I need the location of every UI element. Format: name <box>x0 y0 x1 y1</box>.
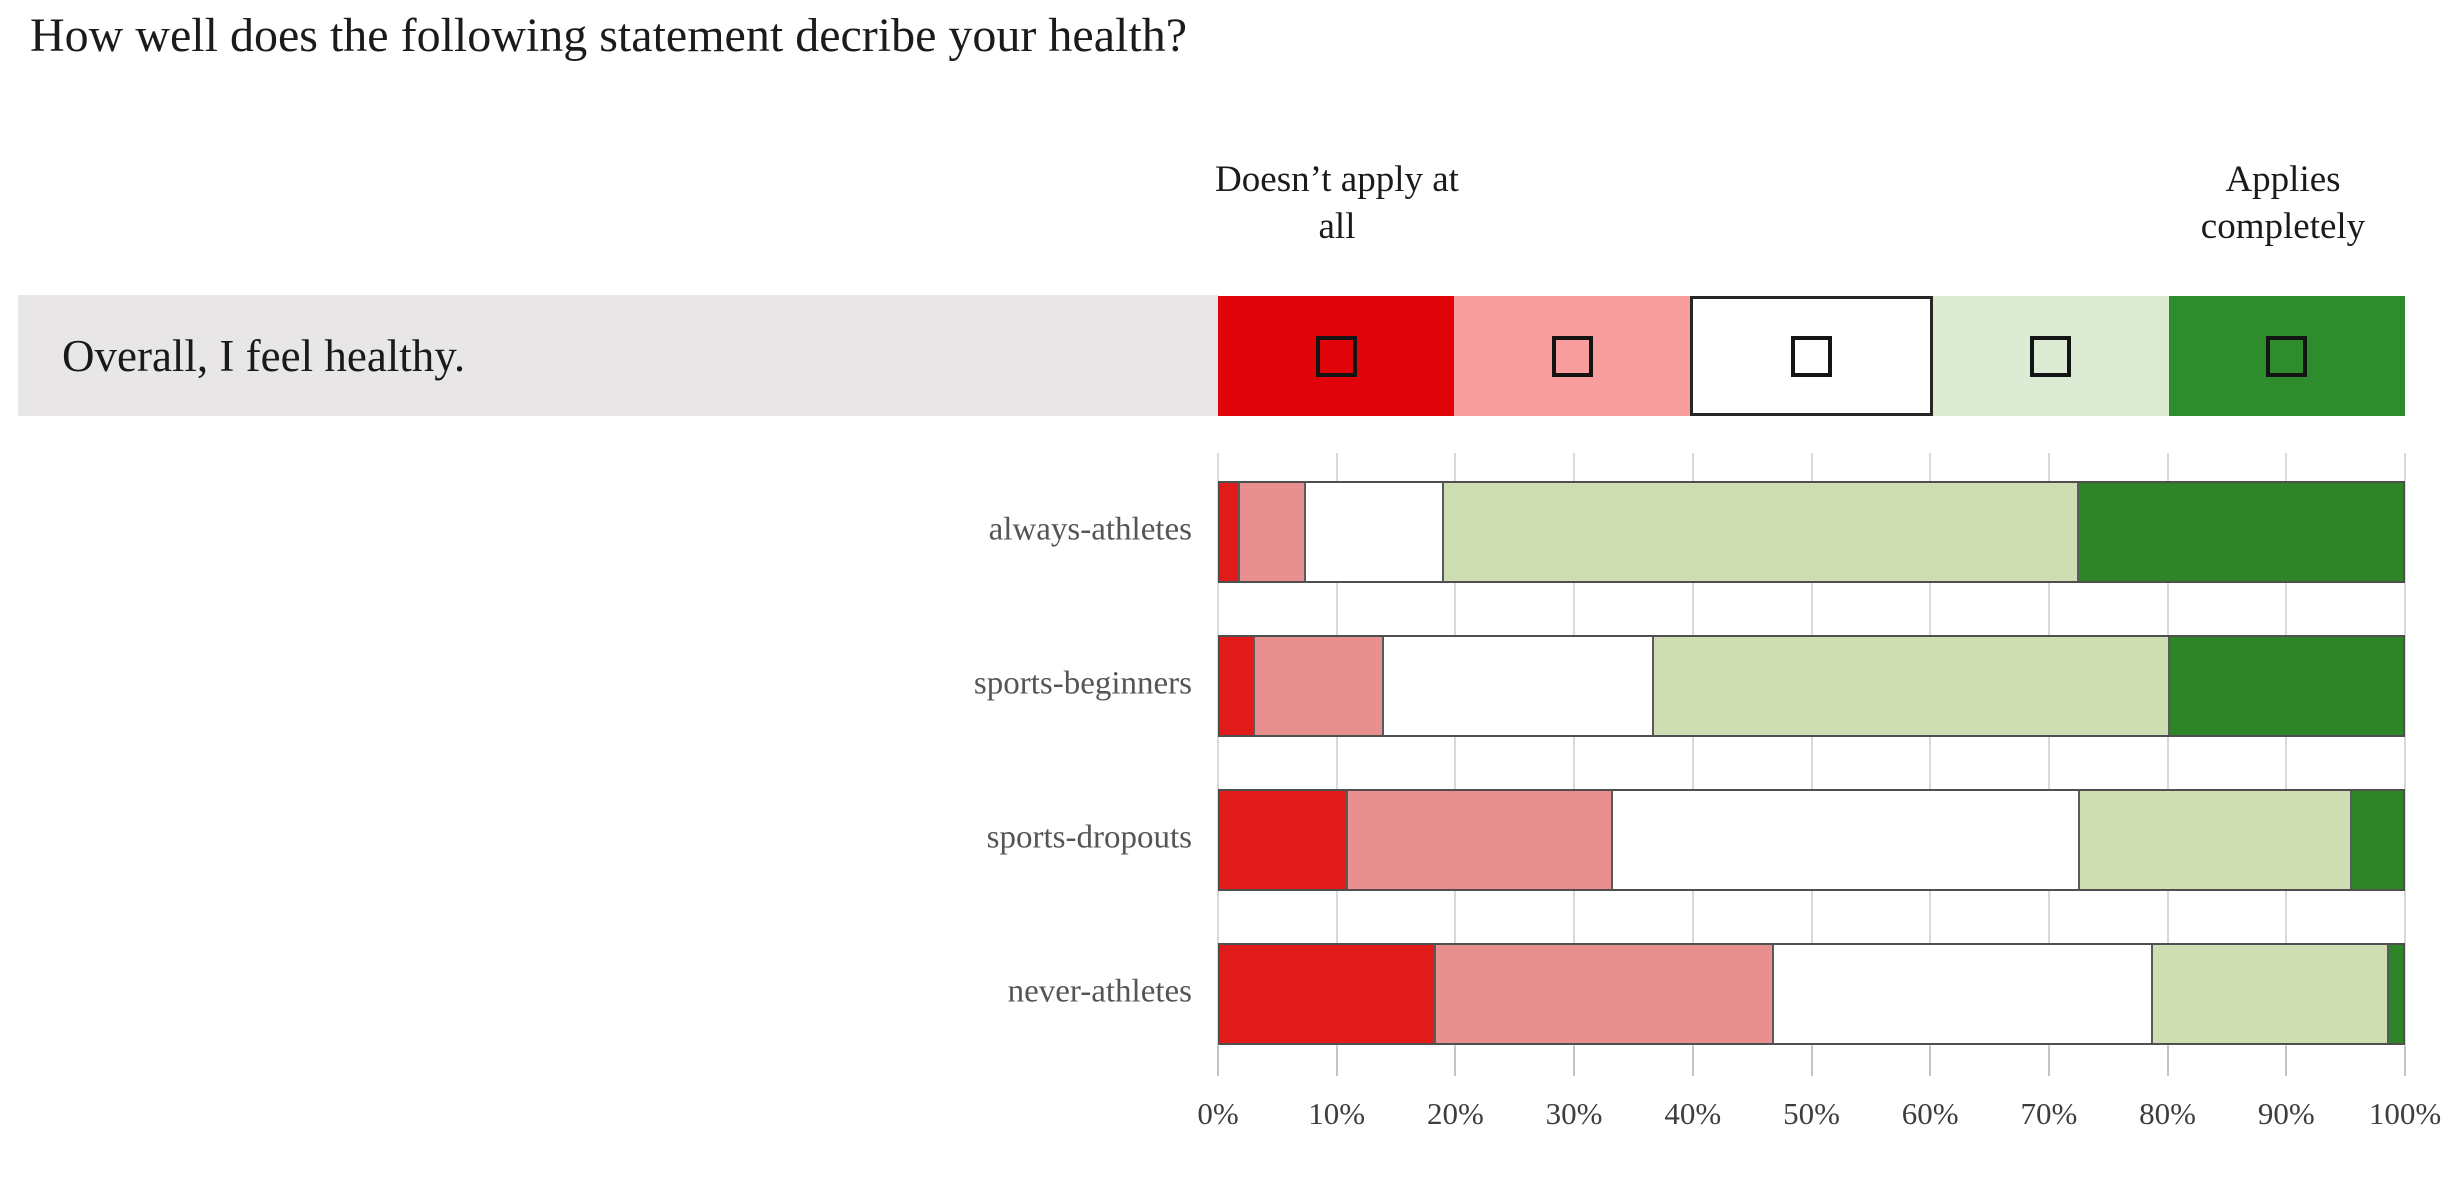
x-tick-label: 30% <box>1545 1096 1603 1131</box>
bar-segment <box>1443 483 2079 581</box>
tickmark <box>2404 1046 2406 1076</box>
gridline <box>2047 453 2050 1046</box>
x-tick-label: 20% <box>1426 1096 1484 1131</box>
checkbox-unchecked-icon[interactable] <box>1315 335 1357 377</box>
bar-segment <box>1220 637 1256 735</box>
gridline <box>1929 453 1932 1046</box>
chart-plot-area <box>1217 453 2406 1046</box>
x-tick-label: 60% <box>1901 1096 1959 1131</box>
bar-segment <box>2153 945 2389 1043</box>
bar-segment <box>2352 791 2403 889</box>
bar-segment <box>2080 791 2353 889</box>
scale-label-applies-line1: Applies <box>2225 159 2341 200</box>
gridline <box>1691 453 1694 1046</box>
bar-segment <box>1220 945 1437 1043</box>
likert-cell-scale-4 <box>1932 296 2169 416</box>
scale-label-doesnt-apply-line1: Doesn’t apply at <box>1215 159 1459 200</box>
bar-segment <box>1436 945 1774 1043</box>
gridline <box>1335 453 1338 1046</box>
likert-cell-scale-2 <box>1454 296 1691 416</box>
category-label-sports-dropouts: sports-dropouts <box>986 819 1192 856</box>
likert-cell-scale-1-doesnt-apply-at-all <box>1218 296 1455 416</box>
likert-cell-scale-3 <box>1690 296 1933 416</box>
bar-segment <box>2388 945 2403 1043</box>
scale-label-doesnt-apply-line2: all <box>1318 206 1356 248</box>
category-label-always-athletes: always-athletes <box>988 511 1192 548</box>
bar-segment <box>1384 637 1655 735</box>
checkbox-unchecked-icon[interactable] <box>2030 335 2072 377</box>
tickmark <box>1810 1046 1813 1076</box>
tickmark <box>1217 1046 1219 1076</box>
category-label-sports-beginners: sports-beginners <box>973 665 1192 702</box>
x-tick-label: 10% <box>1308 1096 1366 1131</box>
checkbox-unchecked-icon[interactable] <box>2266 335 2308 377</box>
likert-cell-scale-5-applies-completely <box>2168 296 2406 416</box>
tickmark <box>1929 1046 1932 1076</box>
page-title: How well does the following statement de… <box>30 9 1187 62</box>
statement-box: Overall, I feel healthy. <box>18 295 1218 416</box>
bar-always-athletes <box>1218 481 2405 583</box>
bar-segment <box>1612 791 2081 889</box>
bar-segment <box>1220 791 1348 889</box>
gridline <box>1573 453 1576 1046</box>
x-tick-label: 90% <box>2257 1096 2315 1131</box>
bar-segment <box>1220 483 1241 581</box>
category-label-never-athletes: never-athletes <box>1007 973 1192 1010</box>
x-tick-label: 100% <box>2368 1096 2442 1131</box>
x-tick-label: 0% <box>1197 1096 1239 1131</box>
bar-segment <box>2169 637 2403 735</box>
gridline <box>2166 453 2169 1046</box>
gridline <box>1810 453 1813 1046</box>
x-tick-label: 40% <box>1664 1096 1722 1131</box>
x-tick-label: 80% <box>2139 1096 2197 1131</box>
scale-label-applies-line2: completely <box>2200 206 2366 248</box>
x-tick-label: 70% <box>2020 1096 2078 1131</box>
bar-segment <box>1654 637 2170 735</box>
tickmark <box>1573 1046 1576 1076</box>
bar-never-athletes <box>1218 943 2405 1045</box>
statement-text: Overall, I feel healthy. <box>62 330 466 381</box>
bar-segment <box>1306 483 1444 581</box>
bar-segment <box>1255 637 1385 735</box>
bar-segment <box>2078 483 2403 581</box>
x-tick-label: 50% <box>1783 1096 1840 1131</box>
bar-sports-dropouts <box>1218 789 2405 891</box>
bar-segment <box>1773 945 2154 1043</box>
bar-sports-beginners <box>1218 635 2405 737</box>
scale-label-doesnt-apply: Doesn’t apply at all <box>1107 156 1567 251</box>
scale-label-applies-completely: Applies completely <box>2053 156 2453 251</box>
tickmark <box>2047 1046 2050 1076</box>
tickmark <box>1335 1046 1338 1076</box>
checkbox-unchecked-icon[interactable] <box>1791 335 1832 377</box>
gridline <box>1454 453 1457 1046</box>
tickmark <box>2285 1046 2288 1076</box>
gridline <box>2404 453 2406 1046</box>
bar-segment <box>1347 791 1613 889</box>
x-axis-tick-labels: 0% 10% 20% 30% 40% 50% 60% 70% 80% 90% 100% <box>1197 1096 2441 1156</box>
gridline <box>1217 453 1219 1046</box>
tickmark <box>1691 1046 1694 1076</box>
tickmark <box>1454 1046 1457 1076</box>
bar-segment <box>1240 483 1307 581</box>
checkbox-unchecked-icon[interactable] <box>1551 335 1593 377</box>
tickmark <box>2166 1046 2169 1076</box>
axis-tickmarks <box>1217 1046 2406 1076</box>
gridline <box>2285 453 2288 1046</box>
likert-scale <box>1218 296 2406 416</box>
